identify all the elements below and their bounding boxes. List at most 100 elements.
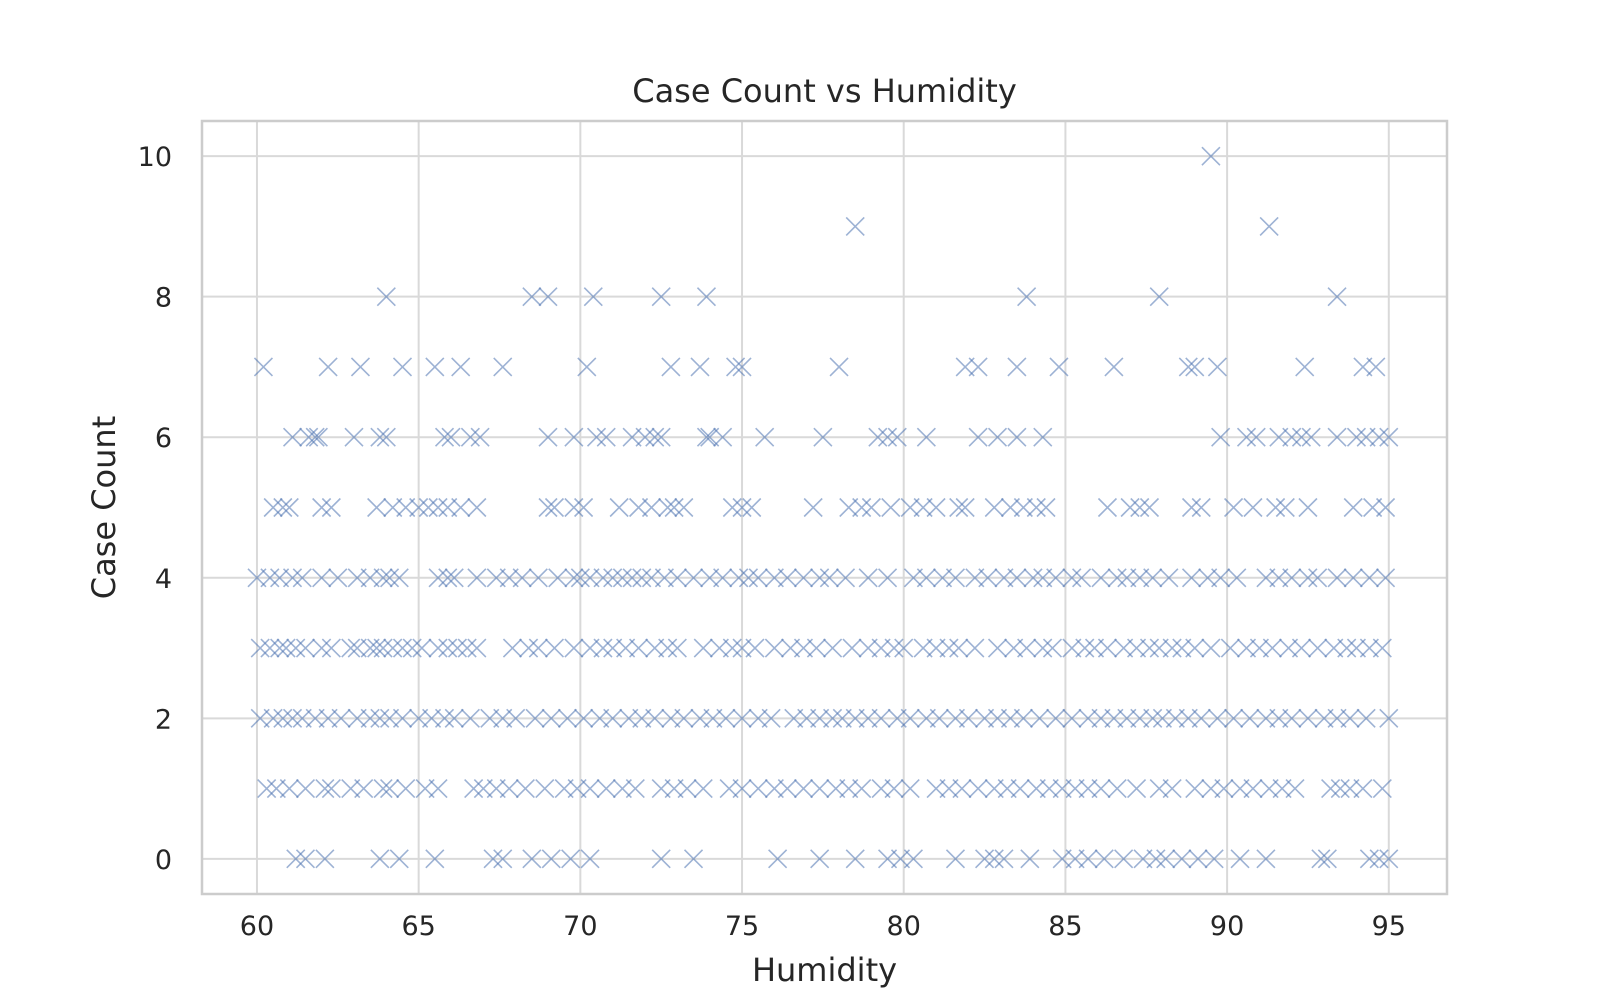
data-point <box>286 638 306 658</box>
data-point <box>451 357 471 377</box>
data-point <box>625 779 645 799</box>
data-point <box>900 779 920 799</box>
data-point <box>1282 708 1302 728</box>
data-point <box>929 708 949 728</box>
data-point <box>544 497 565 518</box>
data-point <box>1023 568 1043 588</box>
plot-frame <box>200 119 1449 896</box>
data-point <box>548 568 568 588</box>
data-point <box>564 497 584 518</box>
data-point <box>968 427 988 447</box>
data-point <box>1308 638 1328 658</box>
data-point <box>1356 708 1376 728</box>
data-point <box>483 849 503 869</box>
data-point <box>1181 568 1202 588</box>
data-point <box>574 497 594 518</box>
data-point <box>1107 568 1127 588</box>
data-point <box>1282 568 1302 588</box>
data-point <box>726 357 746 377</box>
data-point <box>1201 146 1221 166</box>
data-point <box>861 497 881 518</box>
data-point <box>1191 497 1211 518</box>
data-point <box>470 427 490 447</box>
data-point <box>1156 849 1176 869</box>
data-point <box>379 568 400 588</box>
data-point <box>1046 568 1066 588</box>
data-point <box>1188 849 1208 869</box>
data-point <box>819 568 839 588</box>
data-point <box>1207 357 1227 377</box>
data-point <box>1224 497 1244 518</box>
data-point <box>596 427 616 447</box>
data-point <box>1327 427 1347 447</box>
data-point <box>609 497 629 518</box>
data-point <box>884 779 904 799</box>
data-point <box>1291 638 1312 658</box>
data-point <box>295 779 316 799</box>
data-point <box>273 708 293 728</box>
data-point <box>1220 638 1240 658</box>
data-point <box>632 568 652 588</box>
data-point <box>564 427 584 447</box>
data-point <box>603 568 623 588</box>
data-point <box>1214 779 1234 799</box>
data-point <box>1343 497 1363 518</box>
data-point <box>871 708 891 728</box>
data-point <box>987 427 1008 447</box>
data-point <box>768 849 788 869</box>
data-point <box>425 849 445 869</box>
data-point <box>1159 568 1179 588</box>
data-point <box>845 216 865 236</box>
data-point <box>1379 849 1399 869</box>
data-point <box>651 287 671 307</box>
data-point <box>1201 638 1221 658</box>
data-point <box>1308 568 1328 588</box>
data-point <box>512 568 532 588</box>
data-point <box>722 497 742 518</box>
chart-title: Case Count vs Humidity <box>632 72 1017 110</box>
data-point <box>354 779 374 799</box>
data-point <box>1262 638 1282 658</box>
data-point <box>541 708 561 728</box>
data-point <box>926 497 946 518</box>
data-point <box>528 568 548 588</box>
data-point <box>1143 708 1163 728</box>
data-point <box>968 779 988 799</box>
data-point <box>260 638 280 658</box>
data-point <box>1126 779 1147 799</box>
y-tick-label: 8 <box>155 283 172 314</box>
y-tick-label: 6 <box>155 423 172 454</box>
data-point <box>949 638 969 658</box>
x-axis-label: Humidity <box>752 951 897 989</box>
x-tick-label: 70 <box>563 911 597 942</box>
data-point <box>958 708 978 728</box>
data-point <box>1375 497 1396 518</box>
data-point <box>1097 497 1118 518</box>
data-point <box>645 708 665 728</box>
data-point <box>628 638 649 658</box>
data-point <box>376 427 396 447</box>
data-point <box>260 568 280 588</box>
data-point <box>1091 568 1111 588</box>
y-tick-label: 2 <box>155 704 172 735</box>
data-point <box>402 638 422 658</box>
data-point <box>1266 497 1286 518</box>
data-point <box>1298 497 1318 518</box>
x-tick-label: 90 <box>1210 911 1244 942</box>
data-point <box>1246 427 1266 447</box>
data-point <box>994 849 1014 869</box>
data-point <box>396 779 416 799</box>
data-point <box>813 427 833 447</box>
data-point <box>868 427 888 447</box>
data-point <box>690 357 710 377</box>
data-point <box>460 427 480 447</box>
data-point <box>945 568 966 588</box>
data-point <box>593 568 613 588</box>
data-point <box>428 638 448 658</box>
data-point <box>852 779 872 799</box>
data-point <box>321 779 341 799</box>
data-point <box>683 849 704 869</box>
data-point <box>1330 779 1350 799</box>
data-point <box>674 708 694 728</box>
data-point <box>645 427 665 447</box>
